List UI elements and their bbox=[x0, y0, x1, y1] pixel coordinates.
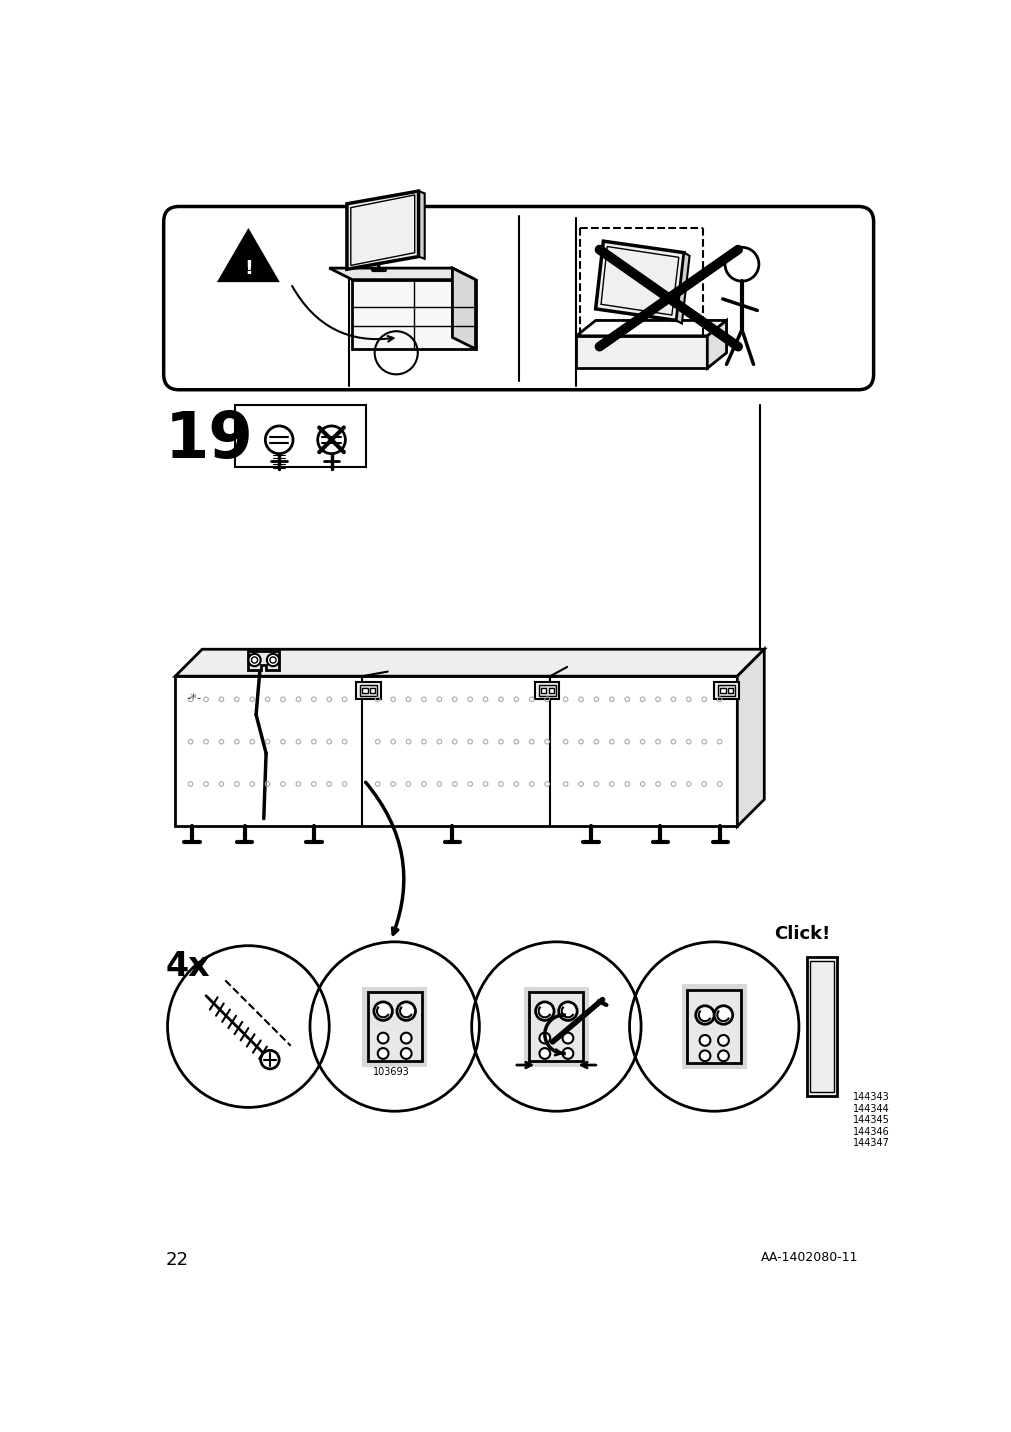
Circle shape bbox=[558, 1002, 576, 1021]
Polygon shape bbox=[175, 676, 737, 826]
Circle shape bbox=[261, 1051, 279, 1068]
Circle shape bbox=[377, 1048, 388, 1058]
Polygon shape bbox=[737, 649, 763, 826]
Circle shape bbox=[377, 1032, 388, 1044]
Text: 4x: 4x bbox=[165, 949, 209, 982]
Circle shape bbox=[714, 1005, 732, 1024]
Bar bbox=[718, 686, 734, 696]
Bar bbox=[714, 683, 738, 699]
Bar bbox=[727, 687, 733, 693]
Text: !: ! bbox=[244, 259, 253, 278]
Circle shape bbox=[562, 1048, 573, 1058]
Polygon shape bbox=[352, 279, 475, 349]
Circle shape bbox=[248, 654, 261, 666]
Bar bbox=[538, 686, 555, 696]
Circle shape bbox=[696, 1005, 714, 1024]
Bar bbox=[367, 992, 422, 1061]
Bar bbox=[524, 987, 588, 1067]
Circle shape bbox=[718, 1035, 728, 1045]
Text: -*-: -*- bbox=[187, 692, 202, 705]
Text: AA-1402080-11: AA-1402080-11 bbox=[759, 1252, 857, 1264]
Bar bbox=[809, 961, 833, 1093]
Circle shape bbox=[400, 1048, 411, 1058]
Circle shape bbox=[562, 1032, 573, 1044]
Bar bbox=[235, 405, 366, 467]
Polygon shape bbox=[419, 190, 425, 259]
Circle shape bbox=[699, 1051, 710, 1061]
Circle shape bbox=[373, 1002, 392, 1021]
Bar bbox=[548, 687, 554, 693]
Bar bbox=[681, 984, 746, 1068]
Circle shape bbox=[718, 1051, 728, 1061]
Circle shape bbox=[270, 657, 276, 663]
Circle shape bbox=[699, 1035, 710, 1045]
Circle shape bbox=[396, 1002, 416, 1021]
Polygon shape bbox=[707, 321, 726, 368]
Polygon shape bbox=[175, 649, 763, 676]
Polygon shape bbox=[675, 252, 688, 324]
Text: 144344: 144344 bbox=[852, 1104, 889, 1114]
Bar bbox=[534, 683, 559, 699]
Polygon shape bbox=[219, 231, 277, 281]
Text: 144346: 144346 bbox=[852, 1127, 889, 1137]
Bar bbox=[529, 992, 582, 1061]
Circle shape bbox=[267, 654, 279, 666]
Circle shape bbox=[539, 1048, 550, 1058]
Bar bbox=[370, 687, 375, 693]
Bar bbox=[362, 687, 367, 693]
Polygon shape bbox=[452, 268, 475, 349]
Text: 144345: 144345 bbox=[852, 1116, 889, 1126]
Polygon shape bbox=[347, 190, 419, 269]
Text: 144347: 144347 bbox=[852, 1138, 889, 1148]
Circle shape bbox=[400, 1032, 411, 1044]
Text: 22: 22 bbox=[165, 1252, 188, 1269]
Polygon shape bbox=[248, 650, 279, 670]
Bar bbox=[362, 987, 427, 1067]
Polygon shape bbox=[329, 268, 475, 279]
Polygon shape bbox=[595, 241, 683, 321]
Bar bbox=[356, 683, 380, 699]
Circle shape bbox=[539, 1032, 550, 1044]
Circle shape bbox=[535, 1002, 554, 1021]
Text: 19: 19 bbox=[165, 410, 254, 471]
Bar bbox=[806, 957, 837, 1095]
Circle shape bbox=[251, 657, 258, 663]
Bar bbox=[686, 990, 740, 1063]
Text: 144343: 144343 bbox=[852, 1093, 889, 1103]
Bar bbox=[541, 687, 546, 693]
Text: 103693: 103693 bbox=[373, 1067, 409, 1077]
Bar bbox=[720, 687, 725, 693]
Polygon shape bbox=[576, 337, 707, 368]
Text: Click!: Click! bbox=[773, 925, 830, 942]
Bar bbox=[360, 686, 376, 696]
